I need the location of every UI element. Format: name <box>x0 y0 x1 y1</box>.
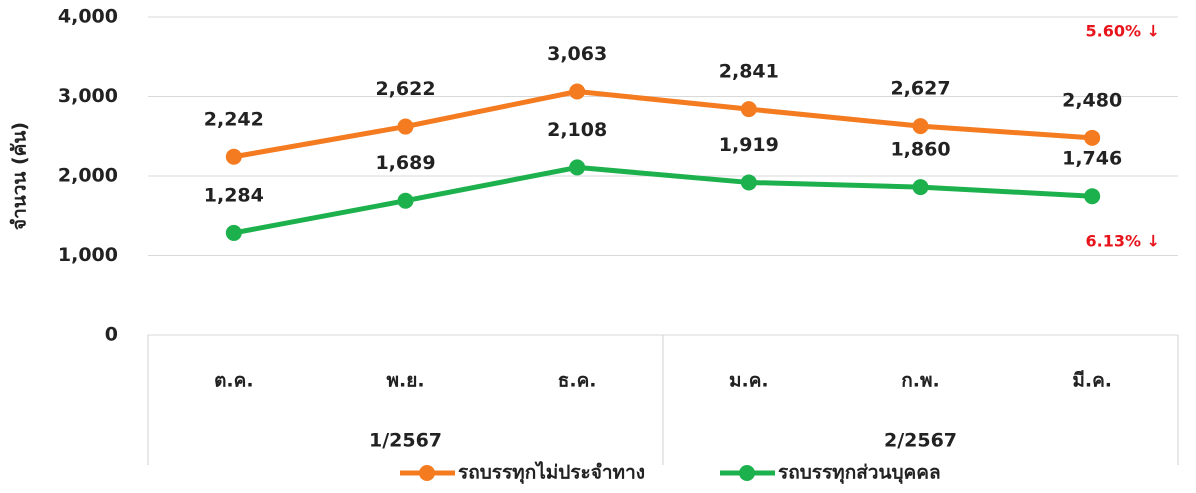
data-label: 2,622 <box>375 78 435 100</box>
data-label: 3,063 <box>547 43 607 65</box>
data-label: 2,242 <box>204 108 264 130</box>
y-tick-label: 0 <box>105 324 118 346</box>
legend-marker <box>739 465 755 481</box>
marker <box>740 101 757 118</box>
marker <box>397 192 414 209</box>
x-tick-label: ก.พ. <box>901 370 939 392</box>
marker <box>912 118 929 135</box>
x-tick-label: มี.ค. <box>1072 370 1112 392</box>
marker <box>225 148 242 165</box>
line <box>233 88 1093 160</box>
marker <box>1084 188 1101 205</box>
annotation: 6.13% ↓ <box>1086 232 1160 251</box>
data-label: 1,919 <box>719 134 779 156</box>
y-tick-label: 1,000 <box>58 244 118 266</box>
marker <box>569 159 586 176</box>
line <box>233 164 1093 236</box>
x-tick-label: ม.ค. <box>729 370 769 392</box>
marker <box>912 179 929 196</box>
legend-label: รถบรรทุกไม่ประจำทาง <box>458 461 645 485</box>
legend-label: รถบรรทุกส่วนบุคคล <box>778 462 941 485</box>
data-label: 2,841 <box>719 61 779 83</box>
data-label: 2,108 <box>547 119 607 141</box>
marker <box>740 174 757 191</box>
x-tick-label: พ.ย. <box>386 370 424 392</box>
group-label: 1/2567 <box>369 430 442 452</box>
x-tick-label: ธ.ค. <box>558 370 597 392</box>
x-tick-label: ต.ค. <box>214 370 253 392</box>
marker <box>397 118 414 135</box>
data-label: 1,860 <box>890 139 950 161</box>
data-label: 2,627 <box>890 78 950 100</box>
data-label: 1,284 <box>204 184 264 206</box>
data-label: 1,689 <box>375 152 435 174</box>
y-tick-label: 4,000 <box>58 6 118 28</box>
marker <box>569 83 586 100</box>
y-tick-label: 2,000 <box>58 165 118 187</box>
data-label: 1,746 <box>1062 148 1122 170</box>
annotation: 5.60% ↓ <box>1086 22 1160 41</box>
group-label: 2/2567 <box>884 430 957 452</box>
marker <box>225 224 242 241</box>
y-axis-label: จำนวน (คัน) <box>9 122 31 230</box>
data-label: 2,480 <box>1062 89 1122 111</box>
marker <box>1084 129 1101 146</box>
y-tick-label: 3,000 <box>58 85 118 107</box>
legend-marker <box>419 465 435 481</box>
